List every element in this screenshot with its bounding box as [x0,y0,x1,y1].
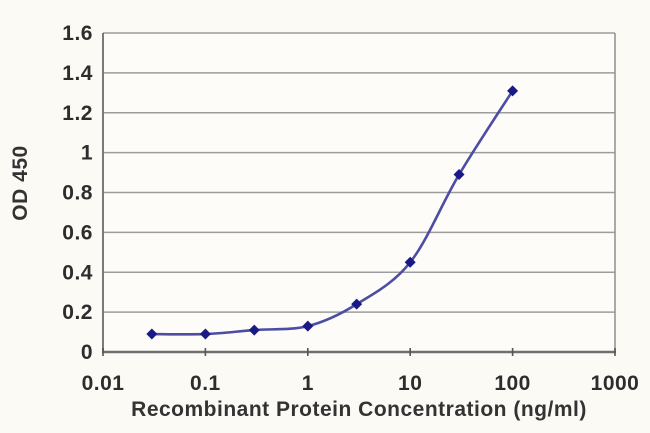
y-tick-label: 0.2 [62,301,93,324]
data-point-marker [302,320,314,332]
y-tick-label: 1.2 [62,102,93,125]
data-point-marker [248,324,260,336]
data-point-marker [199,328,211,340]
y-tick-label: 0 [81,341,93,364]
y-tick-label: 0.4 [62,261,93,284]
data-point-marker [146,328,158,340]
x-tick-label: 10 [398,372,422,395]
x-tick-label: 1 [302,372,314,395]
y-tick-label: 1 [81,142,93,165]
data-point-marker [351,298,363,310]
x-axis-title: Recombinant Protein Concentration (ng/ml… [131,398,587,421]
y-tick-label: 0.8 [62,182,93,205]
x-tick-label: 0.1 [190,372,221,395]
y-axis-title: OD 450 [9,145,32,221]
data-point-marker [404,256,416,268]
data-point-marker [507,85,519,97]
x-tick-label: 100 [494,372,531,395]
y-tick-label: 1.6 [62,22,93,45]
y-tick-label: 0.6 [62,221,93,244]
y-tick-label: 1.4 [62,62,93,85]
x-tick-label: 1000 [591,372,640,395]
x-tick-label: 0.01 [82,372,125,395]
data-point-marker [453,169,465,181]
